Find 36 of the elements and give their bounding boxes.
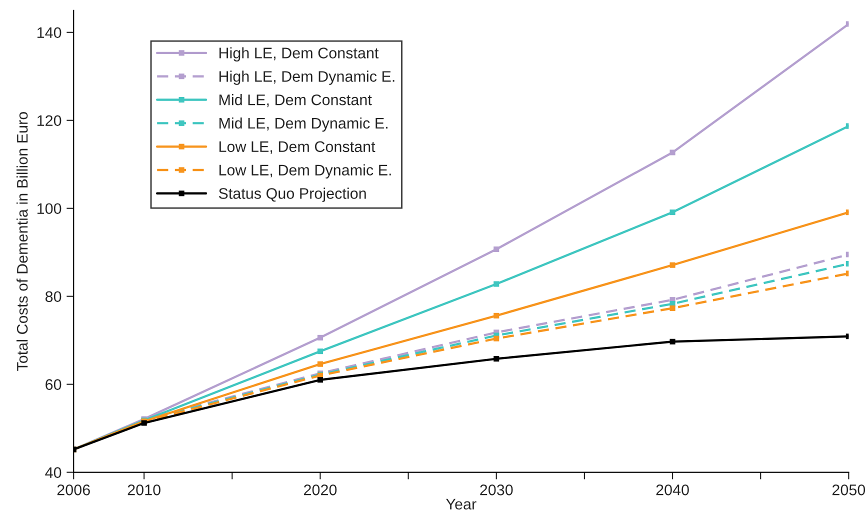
legend-label: High LE, Dem Dynamic E. [219,70,394,85]
x-tick-label: 2030 [480,484,513,496]
point [670,150,676,156]
point [494,312,500,318]
y-tick-label: 80 [45,291,62,302]
x-axis-title: Year [446,498,476,510]
line-series [74,334,849,452]
y-tick-label: 120 [37,115,62,126]
point [317,334,323,340]
point [317,377,323,383]
point [670,262,676,268]
y-tick-label: 40 [45,467,62,478]
x-tick-label: 2050 [832,484,866,496]
legend-label: Status Quo Projection [218,188,366,202]
point [670,210,676,216]
y-tick-label: 100 [37,203,62,214]
point [494,281,500,287]
point [670,338,676,344]
x-tick-label: 2006 [57,484,90,496]
legend-label: Mid LE, Dem Constant [219,94,372,108]
legend-label: Low LE, Dem Constant [219,141,376,154]
point [494,336,500,342]
y-tick-label: 140 [37,27,62,38]
point [494,356,500,362]
point [317,361,323,367]
legend-label: Low LE, Dem Dynamic E. [219,164,391,179]
x-tick-label: 2010 [128,484,160,496]
legend-label: High LE, Dem Constant [219,47,379,62]
y-axis-title: Total Costs of Dementia in Billion Euro [16,112,28,371]
legend-label: Mid LE, Dem Dynamic E. [219,117,388,132]
point [494,246,500,252]
y-tick-label: 60 [46,379,62,390]
point [670,305,676,311]
x-tick-label: 2040 [656,484,689,496]
point [317,348,323,354]
x-tick-label: 2020 [304,484,337,496]
